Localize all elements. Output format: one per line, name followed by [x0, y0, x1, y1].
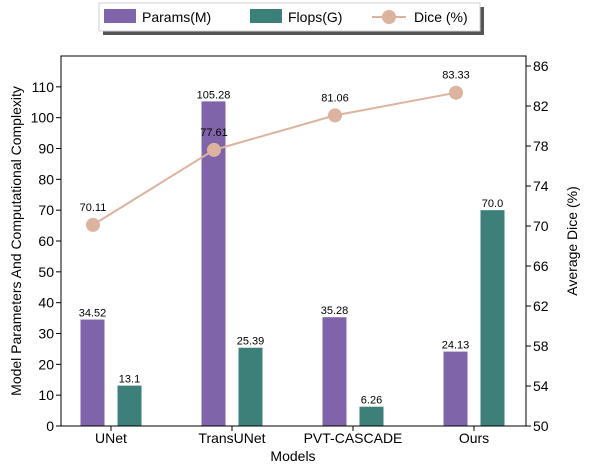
dice-label-3: 83.33	[442, 70, 470, 82]
bar-label-flops-1: 25.39	[237, 336, 265, 348]
legend: Params(M) Flops(G) Dice (%)	[98, 2, 484, 35]
legend-marker-dice	[382, 10, 396, 24]
bar-flops-2	[359, 406, 384, 426]
y-tick-label: 110	[32, 79, 55, 95]
y-tick-label: 30	[38, 326, 54, 342]
dice-line	[92, 91, 457, 226]
legend-box	[98, 2, 481, 32]
bar-label-flops-3: 70.0	[482, 198, 503, 210]
y2-tick-label: 66	[533, 258, 549, 274]
dice-point-3	[449, 85, 463, 100]
y-tick-label: 70	[38, 202, 54, 218]
dice-point-2	[328, 108, 342, 123]
y-tick-label: 100	[31, 110, 55, 126]
dice-point-0	[86, 217, 100, 232]
bar-flops-0	[117, 385, 142, 426]
y2-tick-label: 70	[533, 218, 549, 234]
bar-params-3	[443, 351, 468, 426]
y2-tick-label: 62	[533, 298, 549, 314]
plot-frame	[60, 55, 527, 427]
y-tick-label: 20	[38, 356, 54, 372]
x-axis-title: Models	[270, 448, 315, 464]
legend-label-flops: Flops(G)	[288, 9, 342, 25]
bar-label-params-2: 35.28	[321, 305, 349, 317]
legend-label-dice: Dice (%)	[414, 9, 468, 25]
y2-tick-label: 54	[533, 378, 549, 394]
x-tick-label: PVT-CASCADE	[304, 430, 403, 446]
dice-label-1: 77.61	[200, 127, 228, 139]
y-axis-title: Model Parameters And Computational Compl…	[8, 86, 24, 396]
y2-tick-label: 78	[533, 138, 549, 154]
dice-label-0: 70.11	[80, 202, 107, 214]
y2-tick-label: 86	[533, 58, 549, 74]
x-tick-label: TransUNet	[198, 430, 265, 446]
dice-label-2: 81.06	[321, 92, 349, 104]
bar-flops-1	[238, 347, 263, 426]
y-tick-label: 10	[38, 387, 54, 403]
bar-label-flops-0: 13.1	[119, 374, 140, 386]
bar-label-params-1: 105.28	[197, 89, 231, 101]
y2-tick-label: 74	[533, 178, 549, 194]
bar-label-params-3: 24.13	[442, 340, 470, 352]
bar-label-params-0: 34.52	[79, 308, 107, 320]
bar-params-0	[80, 319, 105, 426]
bar-flops-3	[480, 210, 505, 426]
dice-point-1	[207, 142, 221, 157]
y-tick-label: 60	[38, 233, 54, 249]
dice-line-layer: 70.11 77.61 81.06 83.33	[80, 70, 470, 232]
y2-tick-label: 82	[533, 98, 549, 114]
y2-tick-label: 50	[533, 418, 549, 434]
y2-tick-label: 58	[533, 338, 549, 354]
ticks-layer: 0 10 20 30 40 50 60 70 80 90 100 110 50 54 58 62 66 70 74 7…	[31, 58, 549, 446]
x-tick-label: Ours	[459, 430, 489, 446]
bar-label-flops-2: 6.26	[361, 395, 382, 407]
y-tick-label: 0	[46, 418, 54, 434]
y-tick-label: 90	[38, 141, 54, 157]
legend-swatch-params	[104, 9, 136, 23]
y-tick-label: 80	[38, 171, 54, 187]
legend-label-params: Params(M)	[142, 9, 211, 25]
bars-layer: 34.52 105.28 35.28 24.13 13.1 25.39 6.26 70.0	[79, 89, 505, 427]
x-tick-label: UNet	[95, 430, 127, 446]
y-tick-label: 50	[38, 264, 54, 280]
legend-swatch-flops	[250, 9, 282, 23]
y2-axis-title: Average Dice (%)	[564, 186, 580, 295]
bar-params-2	[322, 317, 347, 426]
y-tick-label: 40	[38, 295, 54, 311]
